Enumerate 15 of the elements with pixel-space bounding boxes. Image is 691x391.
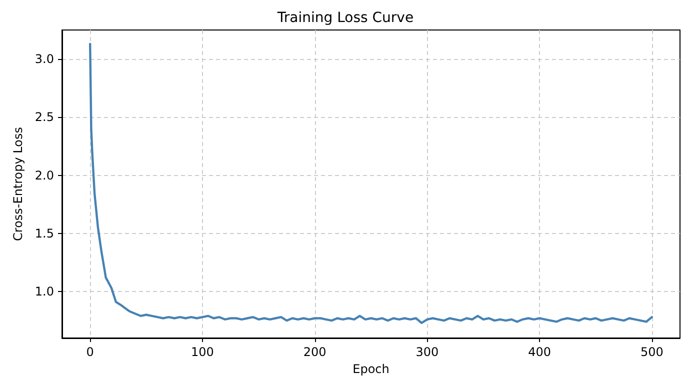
x-tick-label: 200 [303,345,326,359]
y-tick-label: 1.0 [34,284,54,299]
chart-title: Training Loss Curve [276,10,414,26]
y-tick-label: 2.0 [34,168,54,182]
x-axis-title: Epoch [352,362,390,376]
x-tick-label: 100 [191,345,214,359]
x-tick-label: 400 [528,345,551,359]
y-tick-label: 2.5 [34,110,54,124]
y-axis-title: Cross-Entropy Loss [11,127,25,241]
x-tick-label: 300 [416,345,439,359]
x-tick-label: 0 [86,345,94,359]
x-tick-label: 500 [640,345,664,359]
y-tick-label: 3.0 [34,52,54,66]
y-tick-label: 1.5 [34,226,54,240]
line-series [88,42,654,324]
